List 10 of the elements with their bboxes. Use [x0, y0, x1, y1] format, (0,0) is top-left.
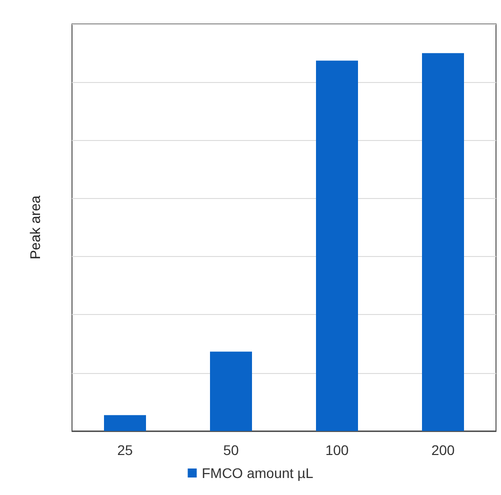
- bar: [104, 415, 146, 431]
- bar: [316, 60, 358, 431]
- x-tick-label: 25: [117, 442, 133, 458]
- x-tick-label: 100: [325, 442, 349, 458]
- y-axis-title: Peak area: [27, 195, 43, 260]
- x-tick-label: 200: [431, 442, 455, 458]
- x-tick-label: 50: [223, 442, 239, 458]
- bar: [210, 352, 252, 431]
- bar: [422, 53, 464, 431]
- legend-label: FMCO amount µL: [202, 465, 314, 481]
